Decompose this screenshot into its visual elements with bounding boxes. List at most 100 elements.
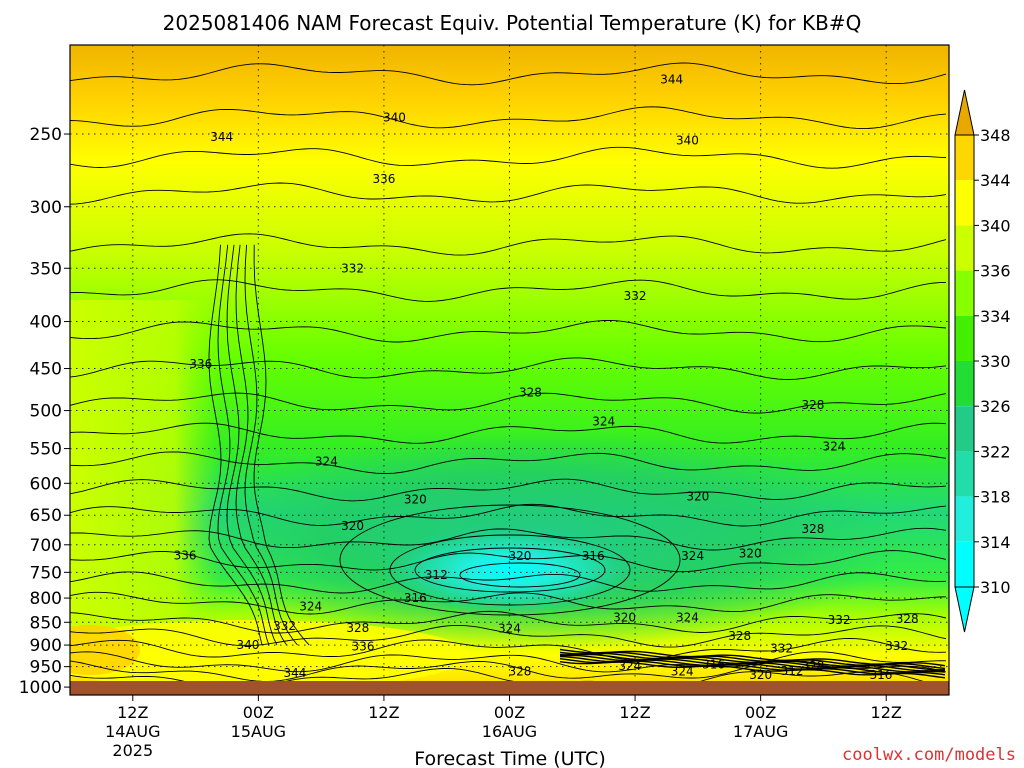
contour-line <box>70 106 947 130</box>
contour-label: 320 <box>341 519 364 533</box>
contour-line <box>70 146 947 169</box>
contour-line <box>253 244 310 646</box>
x-tick-date: 15AUG <box>231 722 286 741</box>
contour-line <box>70 638 947 661</box>
contour-label: 344 <box>284 666 307 680</box>
contour-label: 340 <box>676 133 699 147</box>
colorbar-segment <box>955 541 974 587</box>
contour-line <box>70 571 947 594</box>
colorbar-segment <box>955 315 974 361</box>
contour-line <box>70 527 947 551</box>
y-tick-label: 850 <box>30 613 62 633</box>
contour-label: 320 <box>613 611 636 625</box>
contour-label: 324 <box>676 611 699 625</box>
contour-line <box>389 534 631 606</box>
contour-label: 320 <box>404 493 427 507</box>
contour-line <box>70 591 947 615</box>
contour-line <box>459 562 581 588</box>
colorbar-label: 326 <box>980 397 1011 416</box>
colorbar-label: 322 <box>980 442 1011 461</box>
contour-label: 324 <box>681 549 704 563</box>
contour-label: 320 <box>739 546 762 560</box>
contour-line <box>70 319 947 343</box>
field-low-orange <box>70 625 140 675</box>
contour-line <box>235 244 287 646</box>
x-tick-label: 00Z <box>745 703 776 722</box>
contour-line <box>70 62 947 86</box>
contour-line <box>70 610 947 634</box>
contour-label: 312 <box>781 664 804 678</box>
chart-title: 2025081406 NAM Forecast Equiv. Potential… <box>163 11 862 35</box>
colorbar-label: 334 <box>980 307 1011 326</box>
y-tick-label: 750 <box>30 563 62 583</box>
contour-lines <box>70 62 947 691</box>
contour-label: 328 <box>509 665 532 679</box>
colorbar-segment <box>955 135 974 181</box>
colorbar-segment <box>955 451 974 497</box>
contour-line <box>70 451 947 474</box>
colorbar-label: 336 <box>980 262 1011 281</box>
y-tick-label: 600 <box>30 474 62 494</box>
contour-label: 316 <box>870 668 893 682</box>
dense-contour <box>559 661 946 679</box>
contour-line <box>70 660 947 682</box>
contour-label: 324 <box>315 454 338 468</box>
contour-label: 316 <box>404 591 427 605</box>
colorbar-label: 318 <box>980 488 1011 507</box>
y-tick-label: 550 <box>30 440 62 460</box>
x-tick-year: 2025 <box>112 741 153 760</box>
colorbar: 348 344 340 336 334 330 326 322 318 314 310 <box>954 89 1011 633</box>
x-tick-label: 00Z <box>243 703 274 722</box>
plot-area: 3443443403403363323323363283283243243243… <box>70 45 949 695</box>
contour-line <box>70 503 947 527</box>
contour-label: 324 <box>498 621 521 635</box>
contour-line <box>217 244 270 646</box>
contour-label: 332 <box>624 289 647 303</box>
contour-label: 328 <box>519 386 542 400</box>
colorbar-segment <box>955 225 974 271</box>
contour-line <box>244 244 298 646</box>
contour-line <box>226 244 278 646</box>
x-axis-label: Forecast Time (UTC) <box>414 748 605 768</box>
colorbar-label: 348 <box>980 126 1011 145</box>
y-tick-label: 650 <box>30 506 62 526</box>
x-tick-date: 16AUG <box>482 722 537 741</box>
contour-label: 316 <box>582 549 605 563</box>
contour-line <box>70 478 947 502</box>
colorbar-label: 340 <box>980 216 1011 235</box>
colorbar-label: 344 <box>980 171 1011 190</box>
contour-line <box>70 279 947 302</box>
contour-line <box>70 651 947 673</box>
ground <box>70 681 949 695</box>
colorbar-segment <box>955 270 974 316</box>
credit-text: coolwx.com/models <box>842 745 1016 765</box>
contour-label: 328 <box>802 522 825 536</box>
y-tick-label: 900 <box>30 636 62 656</box>
contour-label: 344 <box>210 130 233 144</box>
y-tick-label: 1000 <box>19 678 62 698</box>
x-tick-label: 12Z <box>368 703 399 722</box>
colorbar-label: 314 <box>980 533 1011 552</box>
contour-line <box>70 422 947 444</box>
colorbar-extend-bottom <box>954 586 975 633</box>
contour-label: 336 <box>174 548 197 562</box>
contour-label: 324 <box>822 439 845 453</box>
contour-line <box>70 357 947 380</box>
contour-label: 324 <box>592 415 615 429</box>
contour-label: 316 <box>702 658 725 672</box>
y-axis: 250 300 350 400 450 500 550 600 650 700 750 800 850 9… <box>19 125 70 698</box>
contour-label: 320 <box>686 489 709 503</box>
contour-label: 332 <box>273 619 296 633</box>
contour-label: 340 <box>383 111 406 125</box>
contour-label: 340 <box>236 638 259 652</box>
contour-line <box>70 233 947 256</box>
contour-line <box>70 182 947 205</box>
contour-label: 328 <box>728 629 751 643</box>
contour-label: 328 <box>896 612 919 626</box>
dense-contour <box>559 654 946 673</box>
dense-low-contours <box>559 648 946 679</box>
contour-line <box>70 624 947 648</box>
y-tick-label: 300 <box>30 198 62 218</box>
